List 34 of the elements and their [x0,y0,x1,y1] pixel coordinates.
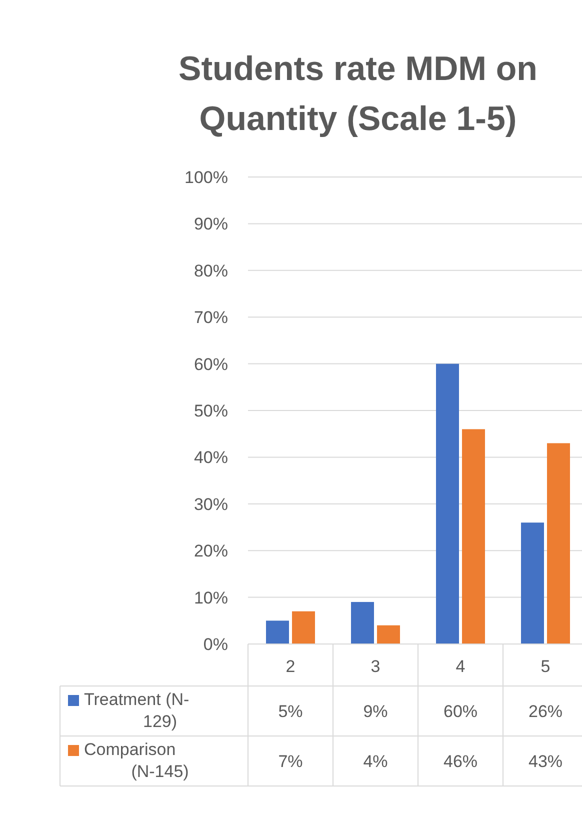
data-label: 46% [443,752,478,771]
y-tick-label: 90% [194,214,228,234]
y-tick-label: 0% [203,635,228,654]
y-tick-label: 40% [194,448,228,468]
y-tick-label: 30% [194,494,228,514]
data-label: 26% [528,702,563,721]
bar [521,522,544,644]
x-tick-label: 2 [286,657,296,676]
bar [462,429,485,644]
data-label: 7% [278,752,303,771]
data-label: 43% [528,752,563,771]
data-label: 60% [443,702,478,721]
y-tick-label: 80% [194,261,228,280]
data-label: 5% [278,702,303,721]
bar [436,364,459,644]
data-label: 4% [363,752,388,771]
data-label: 9% [363,702,388,721]
y-tick-label: 10% [194,588,228,608]
y-tick-label: 20% [194,542,228,561]
bar [292,611,315,644]
x-tick-label: 3 [370,657,380,676]
y-tick-label: 50% [194,402,228,420]
x-tick-label: 4 [456,657,466,676]
y-tick-label: 60% [194,354,228,374]
bar [377,625,400,644]
bar [351,602,374,644]
x-tick-label: 5 [540,657,550,676]
y-tick-label: 100% [184,168,228,187]
legend-label: Comparison (N-145) [84,740,189,781]
bar [266,620,289,644]
chart-title: Students rate MDM on Quantity (Scale 1-5) [178,50,538,138]
bar [547,443,570,644]
y-tick-label: 70% [194,308,228,328]
legend-label: Treatment (N-129) [84,690,190,731]
